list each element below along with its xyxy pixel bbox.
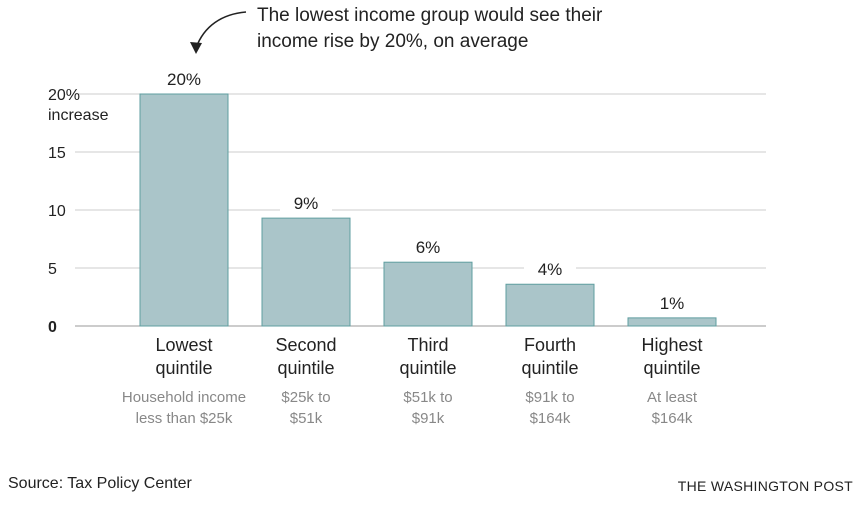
annotation-arrow (195, 11, 247, 49)
category-label: quintile (643, 358, 700, 378)
data-label: 1% (660, 294, 685, 313)
y-axis-label: increase (48, 107, 109, 124)
category-sublabel: At least (647, 389, 698, 406)
category-label: quintile (521, 358, 578, 378)
annotation-line: income rise by 20%, on average (257, 31, 529, 52)
y-tick-label: 10 (48, 203, 66, 220)
category-label: quintile (155, 358, 212, 378)
category-sublabel: $51k to (403, 389, 452, 406)
annotation-line: The lowest income group would see their (257, 5, 603, 26)
category-label: Highest (641, 335, 702, 355)
category-sublabel: $91k to (525, 389, 574, 406)
data-label: 20% (167, 70, 201, 89)
category-sublabel: $91k (412, 410, 445, 427)
category-label: quintile (399, 358, 456, 378)
category-sublabel: less than $25k (136, 410, 233, 427)
annotation: The lowest income group would see their … (257, 3, 602, 55)
y-tick-label: 0 (48, 319, 57, 336)
data-label: 4% (538, 260, 563, 279)
data-label-background (646, 291, 698, 312)
category-label: Fourth (524, 335, 576, 355)
category-sublabel: $25k to (281, 389, 330, 406)
y-tick-label: 15 (48, 145, 66, 162)
y-tick-label: 20% (48, 87, 80, 104)
category-sublabel: $164k (652, 410, 693, 427)
category-label: Third (407, 335, 448, 355)
category-label: quintile (277, 358, 334, 378)
source-note: Source: Tax Policy Center (8, 475, 192, 492)
category-sublabel: $164k (530, 410, 571, 427)
data-label-background (158, 68, 210, 88)
y-tick-label: 5 (48, 261, 57, 278)
bar (383, 261, 473, 327)
data-label-background (280, 192, 332, 213)
data-label-background (524, 258, 576, 279)
bar (505, 283, 595, 327)
brand-credit: THE WASHINGTON POST (677, 478, 853, 494)
data-label: 6% (416, 238, 441, 257)
bar (627, 317, 717, 327)
category-label: Lowest (155, 335, 212, 355)
data-label: 9% (294, 194, 319, 213)
annotation-arrowhead (190, 42, 202, 54)
category-label: Second (275, 335, 336, 355)
data-label-background (402, 236, 454, 257)
category-sublabel: Household income (122, 389, 246, 406)
bar (261, 217, 351, 327)
bar (139, 93, 229, 327)
category-sublabel: $51k (290, 410, 323, 427)
